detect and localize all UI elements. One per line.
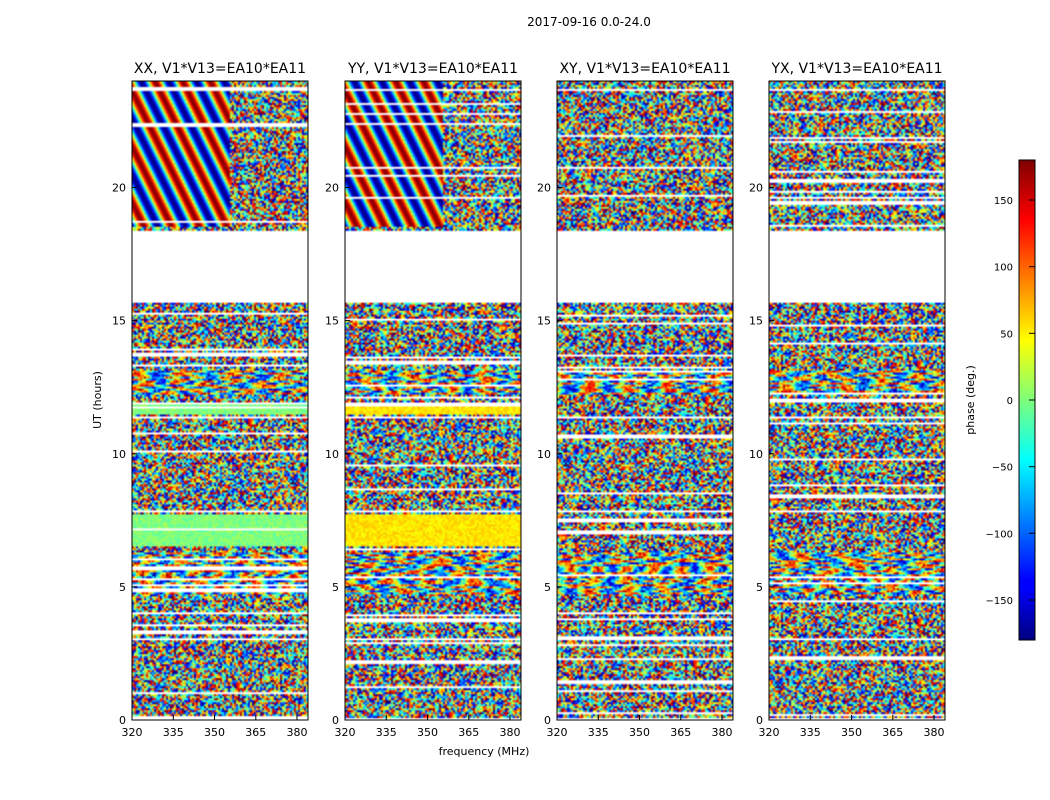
y-tick-label: 15	[537, 315, 551, 328]
x-tick-label: 350	[629, 726, 650, 739]
colorbar-tick-label: −150	[986, 596, 1013, 607]
x-tick-label: 335	[588, 726, 609, 739]
y-tick-label: 10	[749, 448, 763, 461]
y-ticks: 0 5 10 15 20	[749, 182, 774, 727]
plot-frame	[131, 80, 309, 721]
x-tick-label: 335	[163, 726, 184, 739]
y-tick-label: 0	[544, 714, 551, 727]
y-tick-label: 20	[325, 182, 339, 195]
colorbar-label: phase (deg.)	[964, 365, 977, 435]
y-tick-label: 0	[119, 714, 126, 727]
y-tick-label: 20	[749, 182, 763, 195]
colorbar-tick-label: 100	[994, 263, 1013, 274]
y-tick-label: 10	[325, 448, 339, 461]
panel-yx: YX, V1*V13=EA10*EA11 0 5 10 15 20 320 33…	[749, 61, 946, 739]
plot-frame	[768, 80, 946, 721]
colorbar-ticks: 150 100 50 0 −50 −100 −150	[986, 196, 1035, 607]
heatmap-image	[345, 81, 521, 720]
x-tick-label: 380	[924, 726, 945, 739]
x-ticks: 320 335 350 365 380	[547, 715, 733, 739]
y-tick-label: 0	[332, 714, 339, 727]
y-ticks: 0 5 10 15 20	[325, 182, 350, 727]
y-ticks: 0 5 10 15 20	[537, 182, 562, 727]
y-tick-label: 15	[749, 315, 763, 328]
panel-title: XX, V1*V13=EA10*EA11	[134, 61, 306, 77]
panel-title: XY, V1*V13=EA10*EA11	[559, 61, 730, 77]
heatmap-image	[769, 81, 945, 720]
panel-xy: XY, V1*V13=EA10*EA11 0 5 10 15 20 320 33…	[537, 61, 734, 739]
y-tick-label: 10	[537, 448, 551, 461]
y-tick-label: 5	[544, 581, 551, 594]
x-tick-label: 335	[800, 726, 821, 739]
x-tick-label: 365	[882, 726, 903, 739]
heatmap-image	[132, 81, 308, 720]
x-tick-label: 365	[458, 726, 479, 739]
x-axis-label: frequency (MHz)	[439, 745, 530, 758]
x-tick-label: 350	[841, 726, 862, 739]
y-tick-label: 20	[112, 182, 126, 195]
heatmap-image	[557, 81, 733, 720]
y-tick-label: 5	[756, 581, 763, 594]
y-tick-label: 5	[332, 581, 339, 594]
y-tick-label: 15	[325, 315, 339, 328]
x-tick-label: 380	[712, 726, 733, 739]
y-axis-label: UT (hours)	[91, 371, 104, 429]
plot-frame	[556, 80, 734, 721]
figure-title: 2017-09-16 0.0-24.0	[527, 15, 651, 29]
colorbar-tick-label: 150	[994, 196, 1013, 207]
x-ticks: 320 335 350 365 380	[335, 715, 521, 739]
x-tick-label: 320	[759, 726, 780, 739]
colorbar: 150 100 50 0 −50 −100 −150 phase (deg.)	[964, 159, 1036, 641]
x-tick-label: 320	[335, 726, 356, 739]
colorbar-tick-label: 0	[1007, 396, 1013, 407]
x-tick-label: 320	[122, 726, 143, 739]
x-tick-label: 350	[204, 726, 225, 739]
y-tick-label: 5	[119, 581, 126, 594]
x-tick-label: 380	[287, 726, 308, 739]
plot-frame	[344, 80, 522, 721]
y-ticks: 0 5 10 15 20	[112, 182, 137, 727]
panel-xx: XX, V1*V13=EA10*EA11 0 5 10 15 20 320 33…	[112, 61, 309, 739]
y-tick-label: 20	[537, 182, 551, 195]
x-tick-label: 365	[670, 726, 691, 739]
x-tick-label: 350	[417, 726, 438, 739]
x-ticks: 320 335 350 365 380	[122, 715, 308, 739]
x-ticks: 320 335 350 365 380	[759, 715, 945, 739]
colorbar-tick-label: 50	[1000, 329, 1013, 340]
panel-title: YX, V1*V13=EA10*EA11	[770, 61, 942, 77]
colorbar-tick-label: −50	[992, 463, 1013, 474]
x-tick-label: 380	[500, 726, 521, 739]
x-tick-label: 320	[547, 726, 568, 739]
colorbar-tick-label: −100	[986, 529, 1013, 540]
panel-yy: YY, V1*V13=EA10*EA11 0 5 10 15 20 320 33…	[325, 61, 522, 739]
panel-title: YY, V1*V13=EA10*EA11	[347, 61, 518, 77]
y-tick-label: 10	[112, 448, 126, 461]
y-tick-label: 0	[756, 714, 763, 727]
x-tick-label: 335	[376, 726, 397, 739]
x-tick-label: 365	[245, 726, 266, 739]
y-tick-label: 15	[112, 315, 126, 328]
